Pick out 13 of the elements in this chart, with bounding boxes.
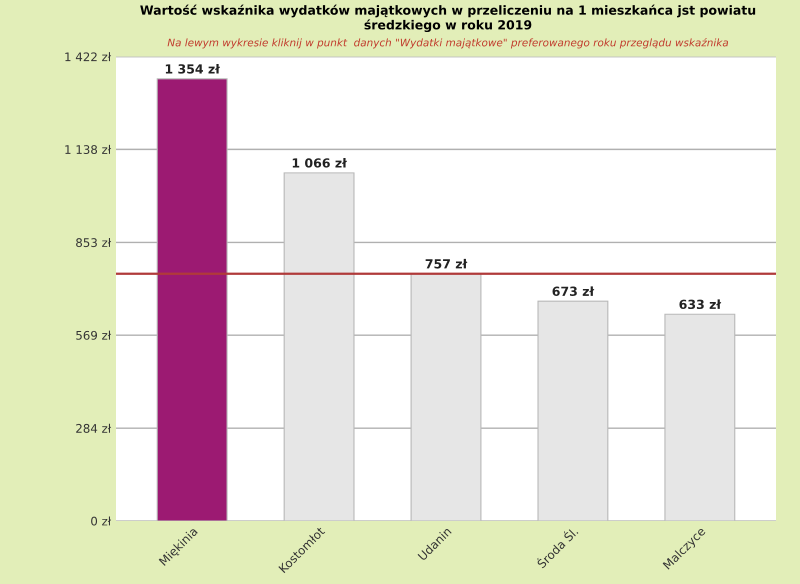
- chart-subtitle: Na lewym wykresie kliknij w punkt danych "Wydatki majątkowe" preferowanego roku przeglądu wskaźnika: [168, 38, 728, 48]
- chart-title: Wartość wskaźnika wydatków majątkowych w przeliczeniu na 1 mieszkańca jst powiatu średzkiego w roku 2019: [140, 4, 756, 32]
- y-tick-label: 1 422 zł: [65, 52, 112, 62]
- data-label: 673 zł: [552, 286, 594, 296]
- data-label: 1 354 zł: [166, 64, 220, 74]
- y-tick-label: 284 zł: [76, 424, 112, 433]
- y-tick-label: 569 zł: [76, 330, 112, 340]
- data-label: 757 zł: [426, 258, 468, 269]
- y-tick-label: 853 zł: [76, 238, 112, 248]
- data-label: 633 zł: [679, 299, 722, 310]
- y-tick-label: 0 zł: [91, 516, 112, 526]
- y-tick-label: 1 138 zł: [65, 144, 112, 154]
- data-label: 1 066 zł: [292, 158, 348, 168]
